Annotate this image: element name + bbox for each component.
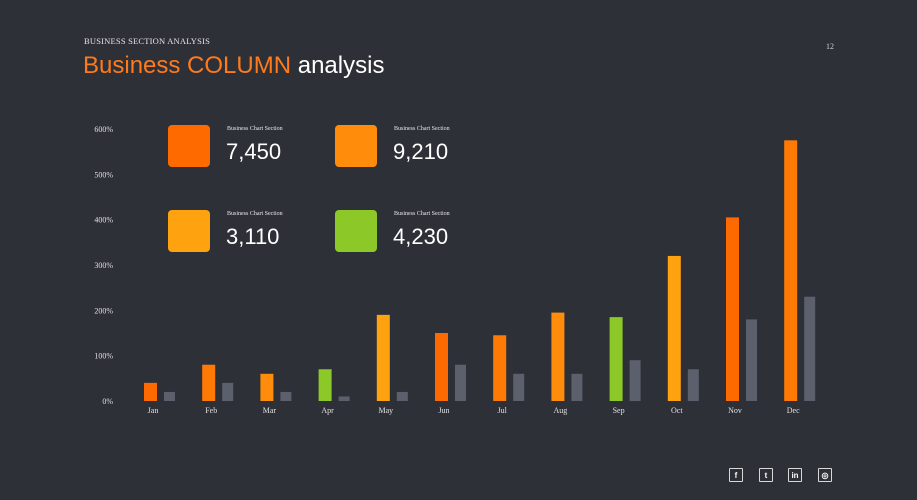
bar-primary [318, 369, 332, 401]
bar-secondary [629, 360, 641, 401]
bar-primary [784, 140, 798, 402]
stat-caption: Business Chart Section [227, 211, 283, 217]
stat-swatch [335, 125, 377, 167]
stat-caption: Business Chart Section [227, 126, 283, 132]
bar-primary [609, 317, 623, 401]
x-tick-label: Jul [498, 406, 508, 415]
x-tick-label: Dec [787, 406, 800, 415]
y-tick-label: 600% [94, 125, 113, 134]
bar-primary [260, 373, 274, 401]
stat-swatch [168, 125, 210, 167]
stat-value: 3,110 [226, 224, 280, 249]
facebook-icon[interactable]: f [729, 468, 743, 482]
bar-secondary [164, 391, 175, 401]
x-tick-label: May [378, 406, 393, 415]
stat-caption: Business Chart Section [394, 126, 450, 132]
y-tick-label: 100% [94, 352, 113, 361]
x-axis: Jan Feb Mar Apr May Jun Jul Aug Sep Oct Nov Dec [148, 406, 800, 415]
stat-value: 4,230 [393, 224, 449, 249]
title-rest: analysis [297, 52, 385, 79]
bar-secondary [746, 319, 757, 401]
bar-secondary [804, 296, 816, 401]
y-tick-label: 300% [94, 261, 113, 270]
y-tick-label: 200% [94, 306, 113, 315]
bar-secondary [513, 373, 525, 401]
y-tick-label: 500% [94, 170, 113, 179]
section-kicker: BUSINESS SECTION ANALYSIS [84, 36, 211, 46]
stat-swatch [168, 210, 210, 252]
y-tick-label: 400% [94, 216, 113, 225]
stat-caption: Business Chart Section [394, 211, 450, 217]
stat-value: 9,210 [393, 139, 449, 164]
stat-value: 7,450 [226, 139, 282, 164]
stat-swatch [335, 210, 377, 252]
linkedin-icon[interactable]: in [788, 468, 802, 482]
stat-card-1: Business Chart Section 7,450 [168, 125, 318, 169]
page-number: 12 [826, 42, 834, 51]
stat-card-2: Business Chart Section 9,210 [335, 125, 485, 169]
x-tick-label: Mar [263, 406, 277, 415]
title-accent: Business COLUMN [83, 52, 292, 79]
x-tick-label: Apr [321, 406, 334, 415]
stat-card-3: Business Chart Section 3,110 [168, 210, 318, 254]
x-tick-label: Oct [671, 406, 683, 415]
page-title: Business COLUMN analysis [83, 52, 384, 80]
bar-secondary [280, 391, 292, 401]
instagram-icon[interactable]: ◎ [818, 468, 832, 482]
bar-primary [493, 335, 507, 401]
bar-primary [376, 314, 390, 401]
y-tick-label: 0% [102, 397, 113, 406]
bars [144, 140, 816, 402]
x-tick-label: Feb [205, 406, 217, 415]
stat-card-4: Business Chart Section 4,230 [335, 210, 485, 254]
bar-primary [551, 312, 565, 401]
x-tick-label: Jan [148, 406, 159, 415]
bar-primary [435, 333, 448, 401]
bar-secondary [455, 364, 466, 401]
bar-primary [667, 255, 681, 401]
bar-secondary [222, 382, 234, 401]
bar-primary [202, 364, 216, 401]
bar-secondary [571, 373, 583, 401]
x-tick-label: Nov [728, 406, 742, 415]
x-tick-label: Aug [554, 406, 568, 415]
x-tick-label: Sep [613, 406, 625, 415]
bar-secondary [687, 369, 699, 401]
bar-primary [144, 382, 157, 401]
bar-secondary [396, 391, 408, 401]
bar-secondary [338, 396, 350, 401]
x-tick-label: Jun [438, 406, 449, 415]
bar-primary [726, 217, 739, 401]
y-axis: 0% 100% 200% 300% 400% 500% 600% [94, 125, 113, 406]
twitter-icon[interactable]: t [759, 468, 773, 482]
